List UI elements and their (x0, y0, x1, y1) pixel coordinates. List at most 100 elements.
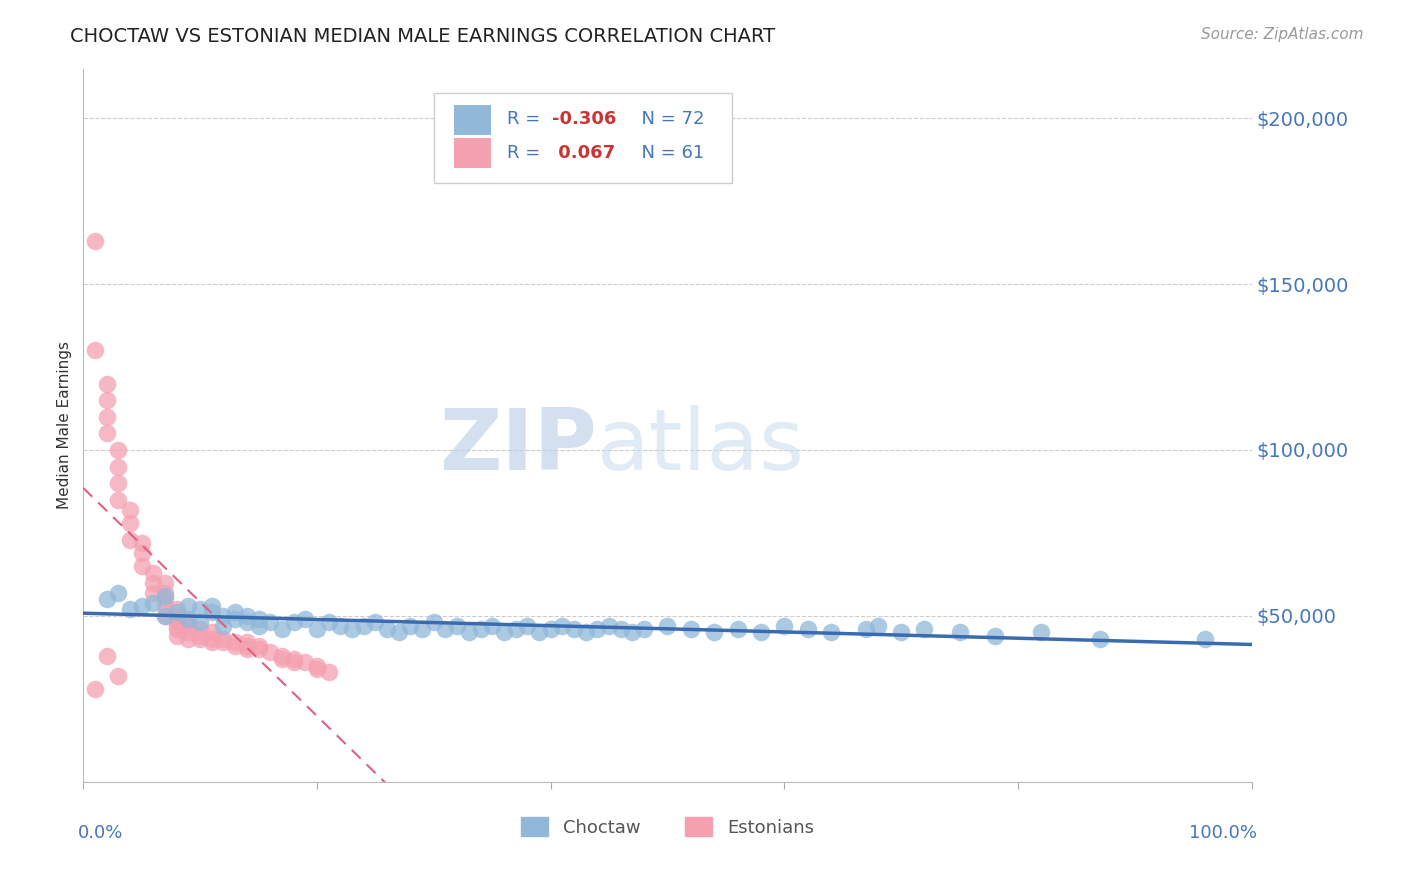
Point (236, 639, 259, 653)
Point (177, 632, 200, 646)
Point (118, 533, 141, 547)
Point (820, 625, 842, 640)
Point (177, 625, 200, 640)
Point (727, 622, 749, 636)
Point (1031, 625, 1053, 640)
Point (201, 635, 224, 649)
Point (340, 622, 363, 636)
Point (224, 606, 246, 620)
Point (679, 622, 702, 636)
Point (177, 615, 200, 630)
Point (457, 625, 479, 640)
Point (153, 608, 176, 623)
Point (586, 622, 609, 636)
Point (399, 619, 422, 633)
Text: -0.306: -0.306 (551, 110, 616, 128)
Point (166, 602, 188, 616)
Point (96, 592, 118, 607)
Point (1088, 632, 1111, 646)
Point (598, 619, 620, 633)
Point (948, 625, 970, 640)
Point (177, 599, 200, 613)
Point (224, 612, 246, 626)
Point (890, 625, 912, 640)
Point (540, 622, 562, 636)
Point (201, 632, 224, 646)
Point (247, 642, 270, 657)
Point (107, 585, 129, 599)
Point (1194, 632, 1216, 646)
Point (305, 662, 328, 676)
Point (492, 625, 515, 640)
Point (247, 639, 270, 653)
Point (166, 608, 188, 623)
Text: ZIP: ZIP (440, 405, 598, 488)
Point (142, 575, 165, 590)
Point (118, 502, 141, 516)
Point (505, 622, 527, 636)
Text: R =: R = (508, 110, 547, 128)
Point (212, 632, 235, 646)
Point (236, 635, 259, 649)
Point (236, 615, 259, 630)
Point (188, 622, 211, 636)
Point (96, 648, 118, 663)
Text: CHOCTAW VS ESTONIAN MEDIAN MALE EARNINGS CORRELATION CHART: CHOCTAW VS ESTONIAN MEDIAN MALE EARNINGS… (70, 27, 776, 45)
Point (84, 343, 107, 358)
Point (142, 566, 165, 580)
Point (329, 619, 352, 633)
Point (118, 602, 141, 616)
Text: R =: R = (508, 144, 547, 161)
Point (657, 619, 679, 633)
Point (107, 459, 129, 474)
Point (166, 615, 188, 630)
Point (283, 615, 305, 630)
Point (294, 655, 316, 669)
Point (107, 492, 129, 507)
Text: atlas: atlas (598, 405, 806, 488)
Point (224, 639, 246, 653)
Point (224, 635, 246, 649)
Point (434, 622, 457, 636)
Point (516, 619, 538, 633)
Point (773, 619, 796, 633)
Point (177, 619, 200, 633)
Point (201, 625, 224, 640)
Point (446, 619, 468, 633)
Point (177, 612, 200, 626)
Point (142, 585, 165, 599)
Point (575, 625, 598, 640)
Point (153, 585, 176, 599)
Point (375, 622, 398, 636)
Point (796, 622, 818, 636)
Point (411, 622, 433, 636)
Point (259, 615, 281, 630)
Point (153, 599, 176, 613)
Point (142, 596, 165, 610)
Point (166, 622, 188, 636)
Point (166, 606, 188, 620)
Point (188, 632, 211, 646)
Point (201, 606, 224, 620)
Point (188, 602, 211, 616)
Point (866, 619, 889, 633)
Point (118, 516, 141, 530)
Point (247, 619, 270, 633)
Point (562, 622, 585, 636)
Point (153, 592, 176, 607)
Point (703, 625, 725, 640)
Point (983, 629, 1005, 643)
Point (270, 622, 292, 636)
Point (388, 625, 411, 640)
Point (270, 652, 292, 666)
Point (247, 612, 270, 626)
Point (166, 629, 188, 643)
Point (188, 629, 211, 643)
Point (621, 625, 644, 640)
Text: N = 72: N = 72 (630, 110, 704, 128)
Point (153, 589, 176, 603)
Text: 0.067: 0.067 (551, 144, 614, 161)
Point (551, 619, 574, 633)
Text: N = 61: N = 61 (630, 144, 704, 161)
Point (749, 625, 772, 640)
